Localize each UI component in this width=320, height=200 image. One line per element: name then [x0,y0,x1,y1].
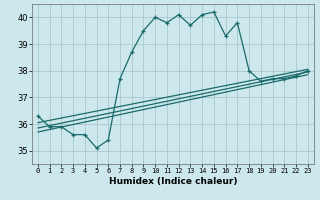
X-axis label: Humidex (Indice chaleur): Humidex (Indice chaleur) [108,177,237,186]
